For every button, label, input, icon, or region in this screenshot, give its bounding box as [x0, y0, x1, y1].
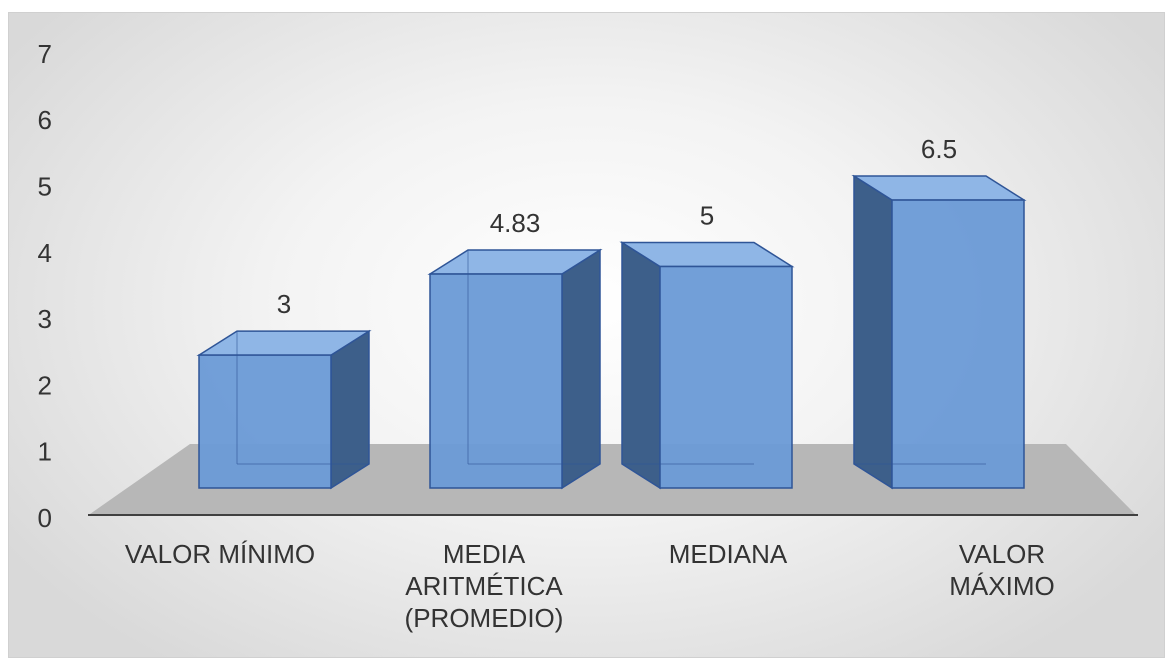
bar: 6.5: [851, 134, 1027, 490]
category-label: MEDIANA: [669, 539, 788, 569]
bar: 3: [196, 289, 372, 490]
bar-side-face: [561, 248, 601, 490]
y-tick-label: 5: [38, 172, 52, 202]
bar-front-face: [198, 354, 332, 489]
data-label: 4.83: [490, 208, 541, 238]
y-tick-label: 3: [38, 304, 52, 334]
category-label: VALOR MÁXIMO: [949, 539, 1054, 601]
bar: 5: [619, 201, 795, 490]
category-labels: VALOR MÍNIMO MEDIA ARITMÉTICA (PROMEDIO) MED…: [125, 539, 1055, 633]
bar-side-face: [621, 241, 661, 490]
category-label: MEDIA ARITMÉTICA (PROMEDIO): [405, 539, 564, 633]
bars: 3 4.83 5 6.5: [196, 134, 1027, 490]
bar-side-face: [853, 174, 893, 490]
y-tick-label: 2: [38, 370, 52, 400]
bar-front-face: [891, 199, 1025, 489]
data-label: 3: [277, 289, 291, 319]
y-tick-label: 6: [38, 105, 52, 135]
y-axis-ticks: 0 1 2 3 4 5 6 7: [38, 39, 52, 533]
y-tick-label: 0: [38, 503, 52, 533]
data-label: 5: [700, 201, 714, 231]
bar-front-face: [659, 265, 793, 489]
data-label: 6.5: [921, 134, 957, 164]
bar-front-face: [429, 273, 563, 489]
y-tick-label: 7: [38, 39, 52, 69]
y-tick-label: 4: [38, 238, 52, 268]
category-label: VALOR MÍNIMO: [125, 539, 315, 569]
bar: 4.83: [427, 208, 603, 490]
y-tick-label: 1: [38, 437, 52, 467]
